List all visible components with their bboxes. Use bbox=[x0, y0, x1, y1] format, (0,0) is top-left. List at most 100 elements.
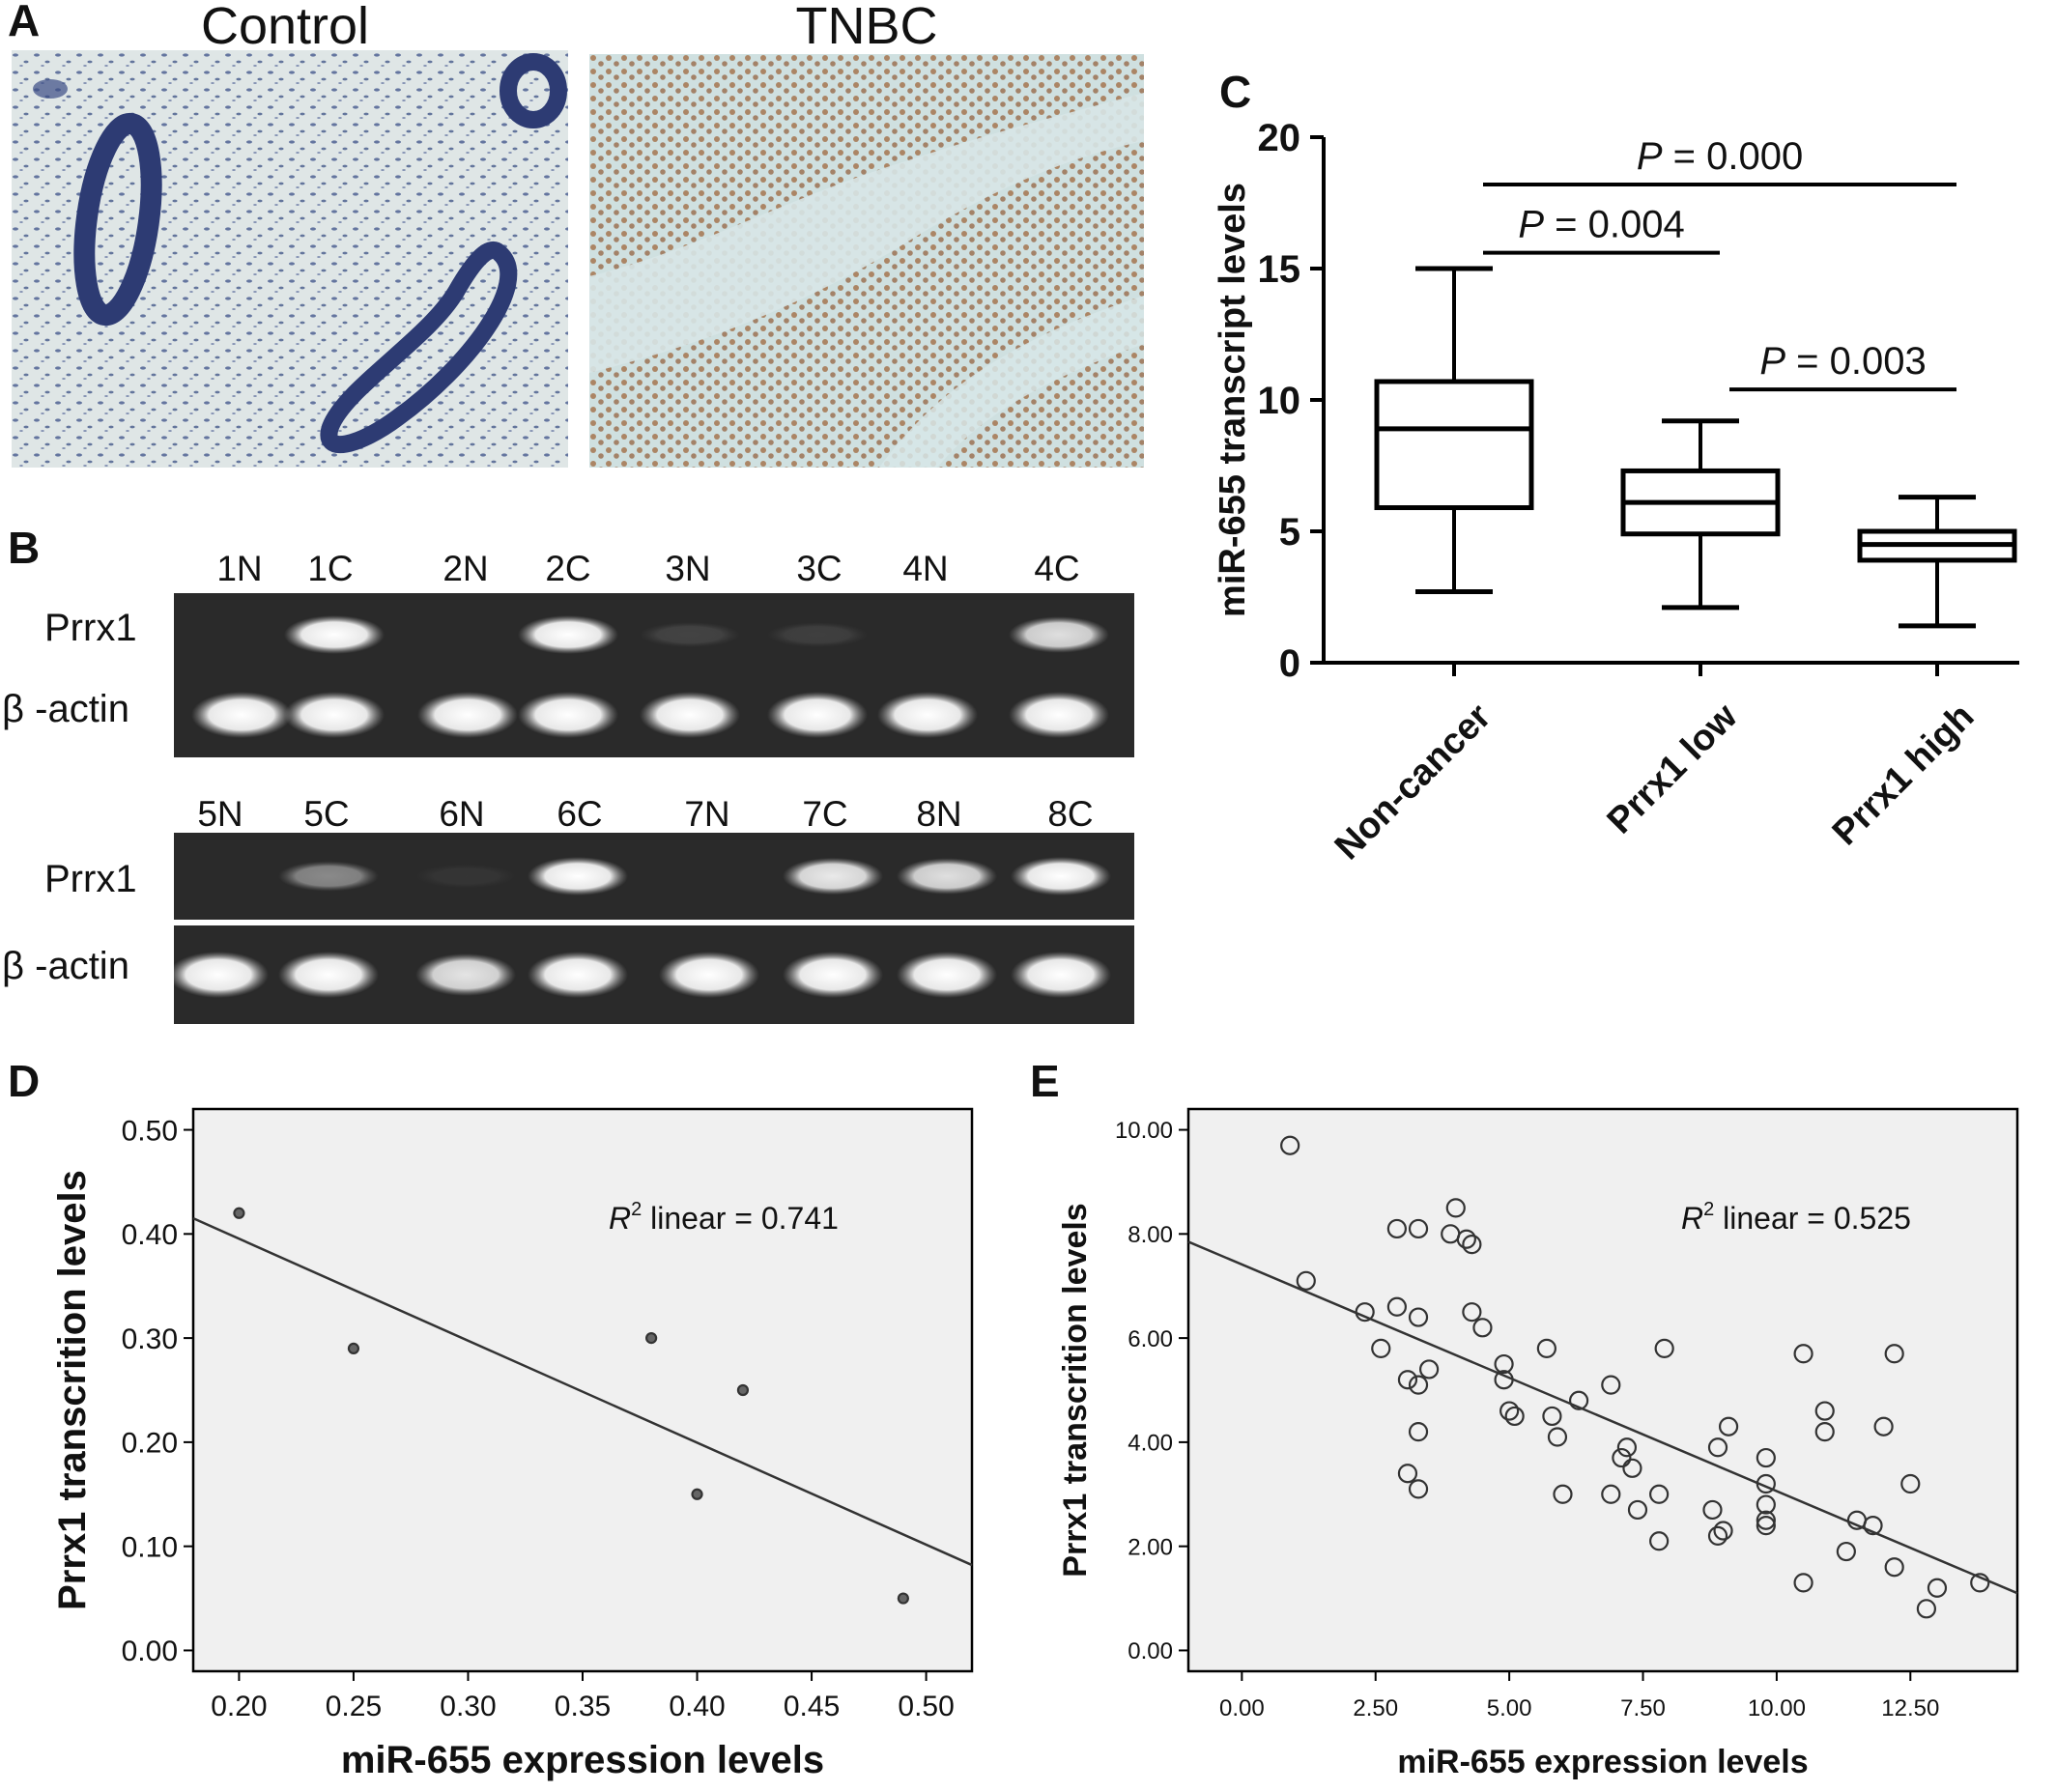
y-axis-label: Prrx1 transcrition levels bbox=[1057, 1203, 1094, 1577]
x-tick-label: 7.50 bbox=[1620, 1695, 1666, 1721]
data-point bbox=[1627, 1499, 1648, 1521]
gel-band-actin bbox=[767, 692, 868, 738]
data-point bbox=[1418, 1359, 1440, 1380]
gel-row-label-prrx1: Prrx1 bbox=[44, 607, 137, 649]
y-tick-label: 10 bbox=[1258, 380, 1301, 422]
data-point bbox=[1916, 1599, 1936, 1619]
lane-label: 2N bbox=[443, 549, 489, 588]
gel-band-actin bbox=[284, 692, 385, 738]
data-point bbox=[1296, 1270, 1316, 1291]
y-tick-label: 4.00 bbox=[1128, 1431, 1173, 1457]
data-point bbox=[1718, 1416, 1739, 1436]
data-point bbox=[1472, 1318, 1493, 1338]
x-tick-label: 0.25 bbox=[326, 1691, 382, 1722]
gel-prrx1-row-1 bbox=[174, 593, 1134, 676]
y-tick-label: 0.50 bbox=[122, 1115, 178, 1147]
data-point bbox=[1371, 1338, 1391, 1358]
gel-band-actin bbox=[278, 952, 379, 998]
data-point bbox=[1386, 1218, 1407, 1239]
lane-label: 8N bbox=[916, 794, 962, 834]
x-category-label: Prrx1 low bbox=[1600, 696, 1746, 841]
y-tick-label: 0.30 bbox=[122, 1323, 178, 1355]
scatter-chart-e: 0.00 2.50 5.00 7.50 10.00 12.50 0.00 2.00 4.00 6.… bbox=[1057, 1107, 2019, 1780]
data-point bbox=[691, 1488, 703, 1500]
data-point bbox=[1408, 1307, 1429, 1327]
panel-c-letter: C bbox=[1219, 67, 1252, 117]
plot-area bbox=[191, 1107, 974, 1673]
data-point bbox=[1756, 1494, 1776, 1515]
data-point bbox=[1756, 1473, 1776, 1494]
gel-row-label-actin: β -actin bbox=[2, 688, 129, 730]
data-point bbox=[1280, 1135, 1300, 1155]
gel-band-actin bbox=[783, 952, 883, 998]
x-axis-label: miR-655 expression levels bbox=[341, 1739, 824, 1781]
x-tick-label: 0.40 bbox=[669, 1691, 725, 1722]
lane-label: 3C bbox=[796, 549, 842, 588]
y-tick-label: 2.00 bbox=[1128, 1534, 1173, 1560]
y-tick-label: 20 bbox=[1258, 117, 1301, 159]
y-tick-label: 15 bbox=[1258, 248, 1301, 291]
data-point bbox=[1836, 1541, 1856, 1562]
data-point bbox=[1793, 1573, 1813, 1593]
data-point bbox=[1445, 1198, 1466, 1218]
lane-label: 4N bbox=[902, 549, 949, 588]
gel-prrx1-row-2 bbox=[174, 833, 1134, 920]
gel-band-actin bbox=[1011, 952, 1111, 998]
data-point bbox=[1504, 1406, 1525, 1427]
data-point bbox=[1884, 1344, 1904, 1364]
y-tick-label: 0.00 bbox=[122, 1636, 178, 1667]
data-point bbox=[1863, 1516, 1883, 1536]
gel-band-actin bbox=[528, 952, 628, 998]
data-point bbox=[1568, 1390, 1589, 1410]
lane-label: 1N bbox=[216, 549, 263, 588]
gel-band-prrx1 bbox=[415, 864, 516, 889]
tnbc-image-title: TNBC bbox=[795, 0, 938, 55]
lane-label: 3N bbox=[665, 549, 711, 588]
data-point bbox=[1494, 1370, 1514, 1390]
data-point bbox=[1355, 1302, 1375, 1323]
gel-band-prrx1 bbox=[278, 861, 379, 892]
gel-band-prrx1 bbox=[767, 622, 868, 647]
y-tick-label: 0.40 bbox=[122, 1219, 178, 1251]
data-point bbox=[1873, 1416, 1894, 1436]
lane-label: 7N bbox=[684, 794, 730, 834]
data-point bbox=[1814, 1401, 1835, 1421]
gel-band-actin bbox=[1009, 692, 1109, 738]
data-point bbox=[1649, 1531, 1670, 1551]
r-squared-annotation: R2 linear = 0.525 bbox=[1681, 1199, 1911, 1236]
data-point bbox=[1499, 1401, 1520, 1421]
y-axis-label: Prrx1 transcrition levels bbox=[51, 1170, 94, 1610]
data-point bbox=[736, 1383, 750, 1397]
scatter-chart-d: 0.20 0.25 0.30 0.35 0.40 0.45 0.50 0.00 0.10 0.20… bbox=[51, 1107, 974, 1781]
gel-band-actin bbox=[640, 692, 740, 738]
data-point bbox=[1616, 1437, 1638, 1458]
panel-d-letter: D bbox=[8, 1056, 41, 1106]
y-tick-label: 0 bbox=[1279, 642, 1300, 685]
gel-band-prrx1 bbox=[284, 615, 385, 654]
lane-label: 2C bbox=[545, 549, 591, 588]
data-point bbox=[645, 1332, 658, 1345]
x-tick-label: 12.50 bbox=[1881, 1695, 1939, 1721]
gel-band-prrx1 bbox=[528, 857, 628, 896]
data-point bbox=[1654, 1338, 1674, 1358]
data-point bbox=[1536, 1338, 1556, 1358]
gel-actin-row-2 bbox=[168, 925, 1134, 1024]
control-image-title: Control bbox=[200, 0, 370, 55]
y-tick-label: 10.00 bbox=[1115, 1118, 1173, 1144]
data-point bbox=[1814, 1422, 1835, 1442]
data-point bbox=[1553, 1484, 1573, 1504]
data-point bbox=[1756, 1510, 1776, 1530]
data-point bbox=[347, 1342, 360, 1354]
data-point bbox=[1649, 1484, 1670, 1504]
data-point bbox=[1707, 1525, 1728, 1546]
y-tick-label: 0.20 bbox=[122, 1428, 178, 1460]
control-histology-image bbox=[12, 50, 568, 468]
lane-label: 4C bbox=[1034, 549, 1080, 588]
data-point bbox=[233, 1207, 245, 1219]
data-point bbox=[1408, 1479, 1429, 1499]
gel-band-actin bbox=[417, 692, 518, 738]
regression-line bbox=[1187, 1240, 2018, 1595]
data-point bbox=[1547, 1427, 1568, 1447]
y-axis-label: miR-655 transcript levels bbox=[1213, 183, 1253, 617]
